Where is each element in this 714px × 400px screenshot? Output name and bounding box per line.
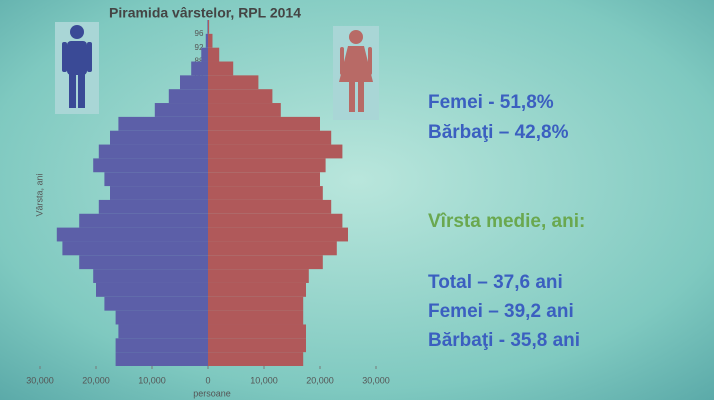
bar: [93, 269, 208, 283]
woman-icon: [333, 26, 379, 120]
bar: [115, 310, 208, 325]
bar: [208, 269, 309, 283]
x-tick-label: 10,000: [138, 375, 166, 385]
bar: [208, 61, 234, 76]
bar: [96, 282, 208, 297]
bar: [208, 116, 320, 131]
bar: [208, 282, 306, 297]
bar: [208, 352, 304, 366]
bar: [208, 186, 323, 200]
bar: [79, 213, 208, 228]
x-tick-label: 30,000: [26, 375, 54, 385]
bar: [205, 33, 208, 48]
bar: [208, 75, 259, 90]
x-tick-label: 20,000: [82, 375, 110, 385]
man-icon: [55, 22, 99, 114]
y-tick-label: 88: [195, 57, 204, 66]
x-tick-label: 10,000: [250, 375, 278, 385]
x-tick-label: 30,000: [362, 375, 390, 385]
chart-title: Piramida vârstelor, RPL 2014: [109, 5, 301, 21]
y-tick-label: 92: [195, 43, 204, 52]
bar: [115, 352, 208, 366]
annotation: Total – 37,6 ani: [428, 272, 563, 293]
annotation: Femei – 39,2 ani: [428, 301, 574, 322]
bar: [180, 75, 208, 90]
bar: [201, 47, 208, 62]
bar: [79, 255, 208, 270]
bar: [208, 158, 326, 173]
bar: [62, 241, 209, 256]
bar: [208, 130, 332, 145]
annotation: Bărbaţi - 35,8 ani: [428, 330, 580, 351]
bar: [98, 199, 208, 214]
x-tick-label: 0: [205, 375, 210, 385]
x-axis-label: persoane: [193, 388, 231, 398]
bar: [208, 324, 306, 339]
bar: [208, 199, 332, 214]
y-axis-label: Vârsta, ani: [34, 173, 44, 216]
bar: [208, 338, 306, 353]
bar: [208, 172, 320, 187]
bar: [208, 227, 348, 242]
bar: [168, 89, 208, 104]
bar: [208, 296, 304, 311]
bar: [191, 61, 208, 76]
bar: [118, 116, 208, 131]
bar: [208, 310, 304, 325]
bar: [208, 213, 343, 228]
bar: [208, 47, 220, 62]
bar: [56, 227, 208, 242]
annotation: Bărbaţi – 42,8%: [428, 122, 569, 143]
bar: [208, 241, 337, 256]
bar: [208, 144, 343, 159]
bar: [110, 186, 208, 200]
bar: [207, 20, 208, 34]
bar: [104, 296, 208, 311]
bar: [104, 172, 208, 187]
x-tick-label: 20,000: [306, 375, 334, 385]
bar: [115, 338, 208, 353]
annotation: Vîrsta medie, ani:: [428, 211, 585, 232]
annotation: Femei - 51,8%: [428, 92, 554, 113]
y-tick-label: 96: [195, 29, 204, 38]
bar: [98, 144, 208, 159]
bar: [93, 158, 208, 173]
bar: [154, 103, 208, 117]
bar: [118, 324, 208, 339]
bar: [208, 103, 281, 117]
bar: [110, 130, 208, 145]
bar: [208, 20, 210, 34]
bar: [208, 33, 213, 48]
bar: [208, 255, 323, 270]
bar: [208, 89, 273, 104]
